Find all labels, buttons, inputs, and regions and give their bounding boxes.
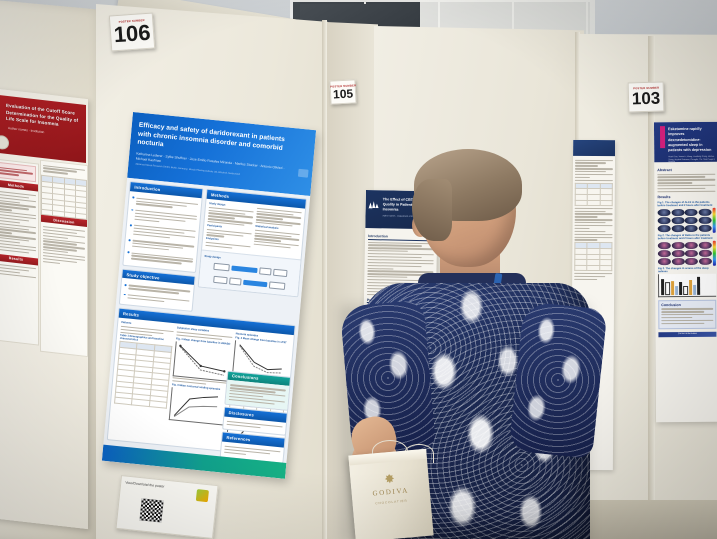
qr-card-logo <box>195 489 209 503</box>
godiva-crest-icon <box>383 474 396 488</box>
poster-106-study-objective: Study objective <box>118 268 196 312</box>
poster-103-figure-3-caption: Fig 3. The changes in scores of the slee… <box>657 266 709 273</box>
poster-106-table-1 <box>114 341 172 409</box>
poster-107-body-4 <box>41 222 87 270</box>
poster-103-figure-3 <box>658 273 717 297</box>
poster-107-column-1: Methods Results <box>0 158 39 346</box>
poster-103-figure-1 <box>657 207 716 233</box>
poster-103-section-abstract: Abstract <box>657 168 672 173</box>
poster-106-figure-3 <box>168 387 228 426</box>
poster-103-header: Esketamine rapidly improves dexmedetomid… <box>653 121 717 164</box>
poster-106-figure-1 <box>172 340 232 382</box>
tag-105-number: 105 <box>332 85 354 102</box>
poster-103-conclusion: Conclusion <box>658 299 717 329</box>
poster-106[interactable]: Efficacy and safety of daridorexant in p… <box>101 112 317 479</box>
poster-106-logo <box>297 168 309 178</box>
poster-106-conclusions: Conclusions <box>224 370 292 412</box>
poster-107-body-1 <box>0 187 38 258</box>
poster-number-tag-105: POSTER NUMBER 105 <box>329 79 357 105</box>
tag-106-number: 106 <box>112 19 152 47</box>
poster-107[interactable]: Evaluation of the Cutoff Score Determina… <box>0 88 88 530</box>
poster-107-logo <box>0 134 9 151</box>
poster-106-introduction: Introduction <box>122 181 204 273</box>
poster-103-figure-2-caption: Fig 2. The changes of ReHo in the patien… <box>657 233 713 240</box>
poster-103-section-results: Results <box>657 195 671 200</box>
paisley-shirt-sleeve-right <box>508 301 608 459</box>
tag-103-number: 103 <box>631 88 661 109</box>
poster-106-figure-2 <box>231 340 290 381</box>
poster-106-body: Introduction <box>101 177 311 479</box>
poster-number-tag-106: POSTER NUMBER 106 <box>108 12 156 52</box>
poster-qr-card[interactable]: View/Download the poster <box>115 475 219 539</box>
poster-106-methods: Methods Study design Participants Endpoi… <box>197 188 307 298</box>
colorbar-icon <box>712 207 716 233</box>
board-edge-left <box>322 20 327 539</box>
poster-106-disclosures: Disclosures <box>222 406 288 436</box>
poster-103-figure-1-caption: Fig 1. The changes of ALFF in the patien… <box>657 200 713 207</box>
poster-103-accent-bar <box>659 126 666 149</box>
poster-107-column-2: Discussion <box>40 159 88 358</box>
colorbar-icon-2 <box>712 240 716 266</box>
poster-107-table <box>41 175 87 220</box>
qr-code-icon[interactable] <box>139 498 164 523</box>
poster-104-header <box>573 139 616 157</box>
attendee-person <box>339 149 608 539</box>
poster-107-callout <box>0 161 36 183</box>
poster-103[interactable]: Esketamine rapidly improves dexmedetomid… <box>653 121 717 423</box>
poster-103-figure-2 <box>657 240 716 266</box>
person-hair-side <box>412 179 452 241</box>
poster-106-results: Results Patients Table 1 Demographics an… <box>106 307 296 458</box>
poster-103-section-conclusion: Conclusion <box>661 302 681 307</box>
poster-103-authors: Huanli Sun, Yuwen Li, Wang, Xiaodong Zha… <box>668 155 715 164</box>
board-edge-far-right <box>648 36 655 532</box>
godiva-gift-bag: GODIVA CHOCOLATIER <box>348 448 434 539</box>
poster-number-tag-103: POSTER NUMBER 103 <box>627 81 665 113</box>
poster-103-footer: Contact Information <box>658 331 717 337</box>
poster-103-body: Abstract Results Fig 1. The changes of A… <box>654 162 717 340</box>
poster-107-header: Evaluation of the Cutoff Score Determina… <box>0 94 86 163</box>
